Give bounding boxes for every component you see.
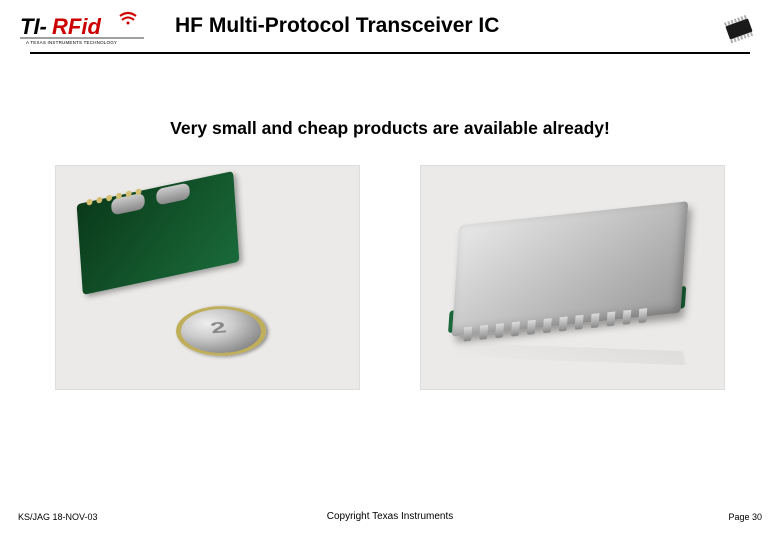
- subtitle: Very small and cheap products are availa…: [0, 118, 780, 139]
- slide-footer: KS/JAG 18-NOV-03 Copyright Texas Instrum…: [0, 502, 780, 522]
- footer-center: Copyright Texas Instruments: [0, 511, 780, 522]
- slide: TI- RFid A TEXAS INSTRUMENTS TECHNOLOGY …: [0, 0, 780, 540]
- product-image-right: [420, 165, 725, 390]
- image-row: [55, 165, 725, 390]
- product-image-left: [55, 165, 360, 390]
- slide-header: TI- RFid A TEXAS INSTRUMENTS TECHNOLOGY …: [0, 0, 780, 60]
- logo-wave-icon: [127, 22, 130, 25]
- chip-icon: [718, 14, 760, 44]
- reflection-icon: [454, 343, 686, 366]
- shielded-module-icon: [452, 201, 689, 336]
- slide-title: HF Multi-Protocol Transceiver IC: [175, 14, 499, 38]
- logo-tagline: A TEXAS INSTRUMENTS TECHNOLOGY: [26, 40, 117, 45]
- logo-rfid-text: RFid: [52, 14, 101, 39]
- coin-icon: [170, 303, 272, 359]
- logo-wave-icon: [120, 13, 136, 16]
- logo-wave-icon: [122, 18, 134, 21]
- logo-ti-text: TI-: [20, 14, 47, 39]
- footer-right: Page 30: [728, 512, 762, 522]
- header-divider: [30, 52, 750, 54]
- ti-rfid-logo: TI- RFid A TEXAS INSTRUMENTS TECHNOLOGY: [20, 8, 150, 48]
